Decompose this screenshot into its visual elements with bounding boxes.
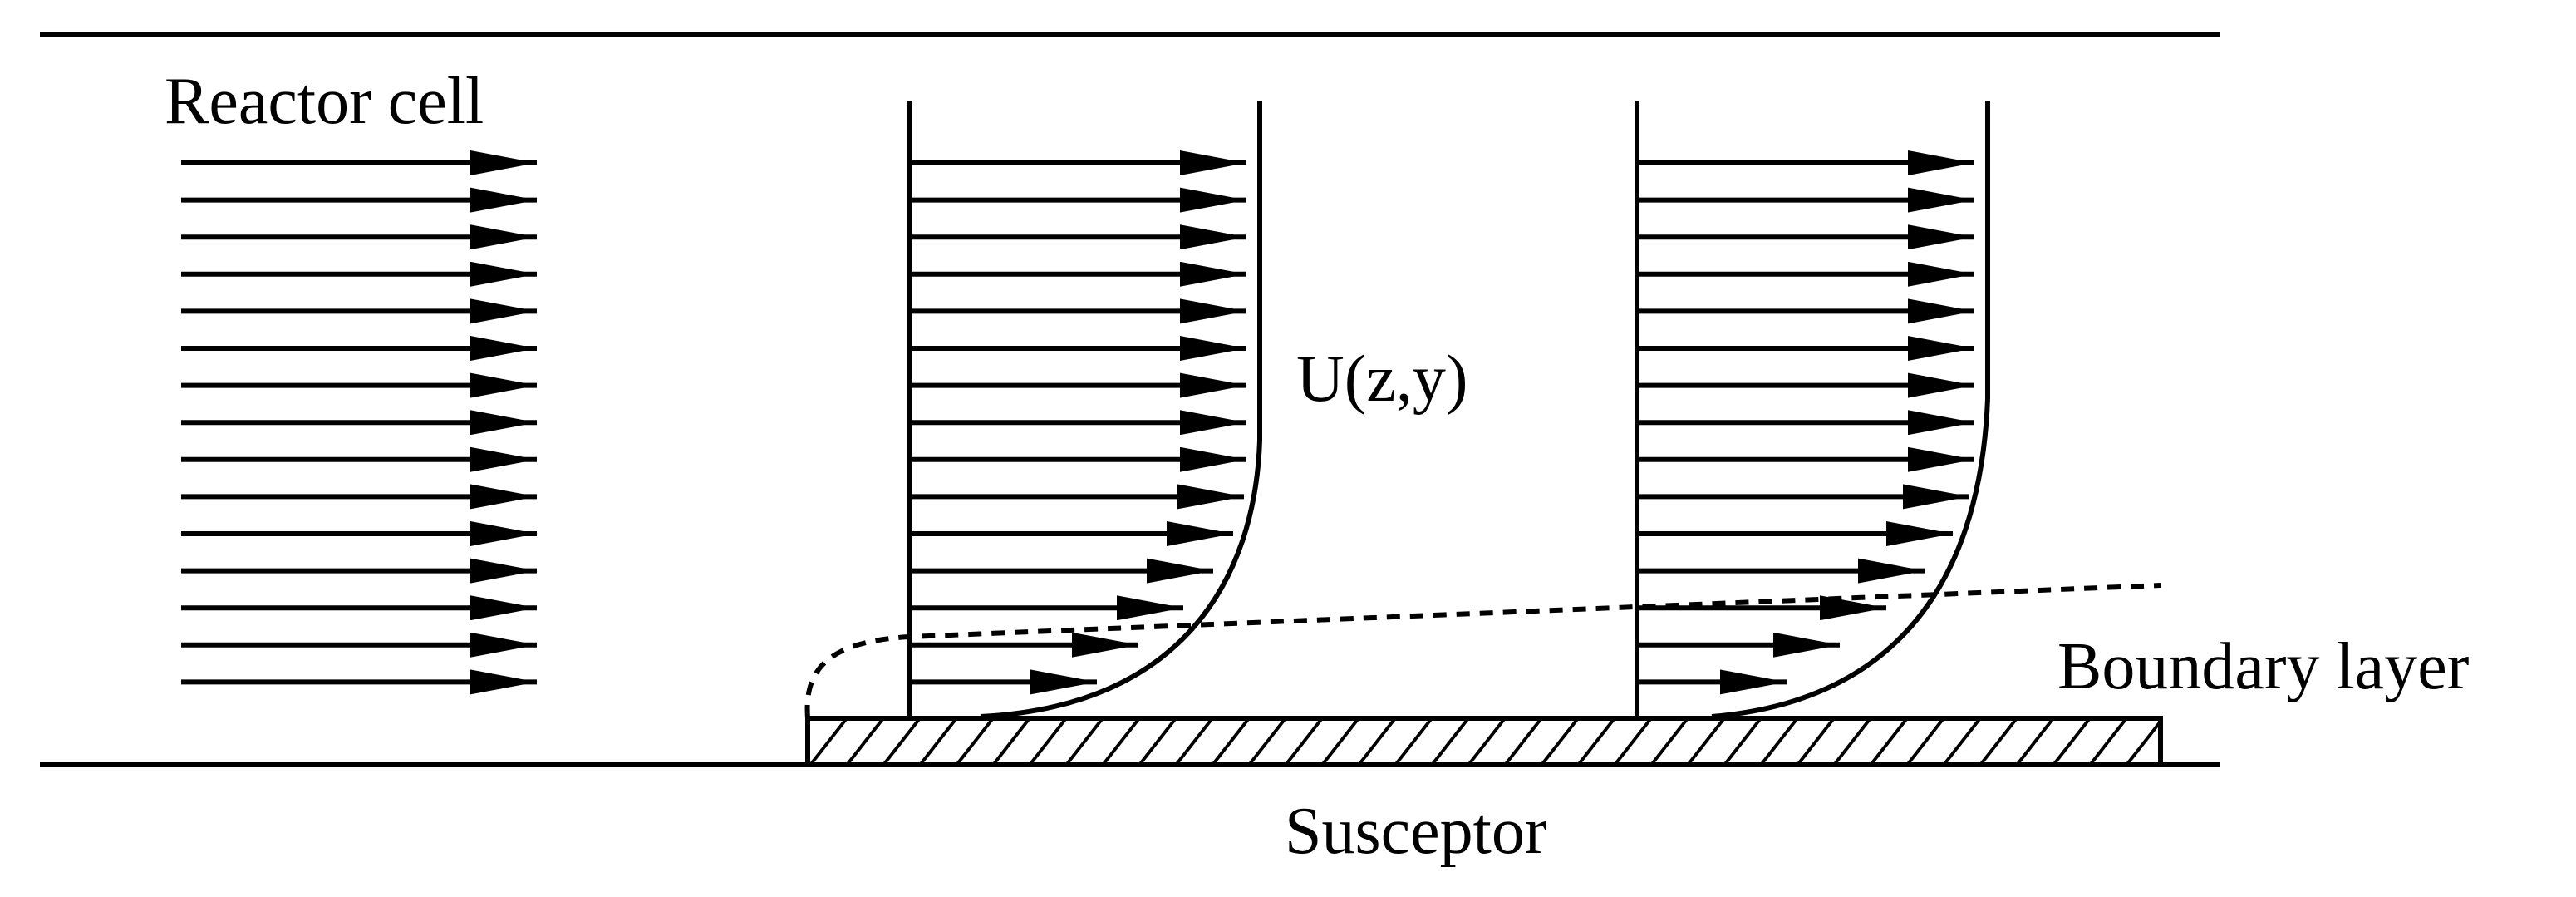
profile-2-curve <box>1711 398 1990 719</box>
velocity-profile-1 <box>907 101 1262 719</box>
profile-2-arrows <box>1637 150 1974 695</box>
profile-1-curve <box>980 440 1262 719</box>
susceptor-label: Susceptor <box>1285 795 1547 868</box>
boundary-layer-label: Boundary layer <box>2057 630 2469 703</box>
inlet-flow-arrows <box>181 150 537 695</box>
reactor-cell-label: Reactor cell <box>165 65 484 138</box>
profile-1-arrows <box>909 150 1246 695</box>
velocity-profile-label: U(z,y) <box>1296 343 1468 416</box>
susceptor-block <box>805 716 2163 767</box>
boundary-layer-edge <box>804 583 2161 719</box>
velocity-profile-2 <box>1635 101 1990 719</box>
